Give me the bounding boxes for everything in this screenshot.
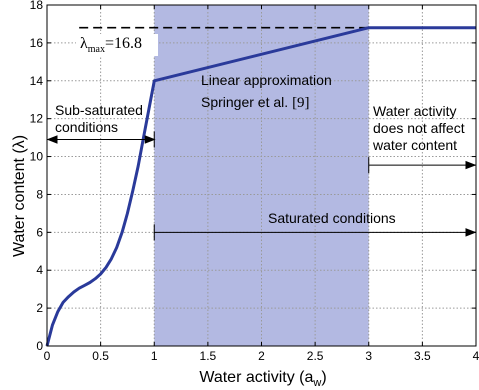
y-tick-label: 10 [30,150,44,164]
x-tick-label: 3 [365,349,372,363]
y-tick-label: 16 [30,36,44,50]
y-tick-label: 8 [36,187,43,201]
axis-ticks: 0 0.5 1 1.5 2 2.5 3 3.5 4 0 2 4 6 8 10 12 14 16 18 [30,0,479,363]
annotation-arrows [46,131,477,241]
x-axis-title: Water activity (aw) [199,369,326,389]
lambda-max-label: λmax=16.8 [80,35,142,55]
saturated-label: Saturated conditions [268,210,396,226]
y-axis-title: Water content (λ) [11,135,28,257]
y-tick-label: 0 [36,339,43,353]
y-tick-label: 14 [30,74,44,88]
saturated-arrowhead [465,228,477,237]
linear-approx-label: Linear approximation [201,72,332,88]
y-tick-label: 4 [36,263,43,277]
y-tick-label: 2 [36,301,43,315]
shaded-saturated-region [154,5,369,346]
y-tick-label: 18 [30,0,44,12]
springer-label: Springer et al. [9] [201,94,310,111]
x-tick-label: 3.5 [414,349,431,363]
x-tick-label: 0 [44,349,51,363]
x-tick-label: 2.5 [307,349,324,363]
y-tick-label: 6 [36,225,43,239]
x-tick-label: 4 [473,349,479,363]
does-not-affect-label: does not affect [373,120,465,136]
sub-saturated-label: Sub-saturated [55,102,143,118]
water-activity-label: Water activity [373,103,457,119]
x-tick-label: 1 [151,349,158,363]
grid-lines [47,5,476,346]
water-content-label: water content [372,137,457,153]
sub-saturated-arrowhead-right [144,135,156,144]
water-content-curve [45,26,476,347]
lambda-max-label-background [76,34,158,56]
x-tick-label: 0.5 [92,349,109,363]
x-tick-label: 1.5 [200,349,217,363]
water-activity-arrowhead [465,160,477,170]
x-tick-label: 2 [258,349,265,363]
conditions-label: conditions [55,119,118,135]
y-tick-label: 12 [30,112,44,126]
sub-saturated-arrowhead-left [46,135,58,144]
